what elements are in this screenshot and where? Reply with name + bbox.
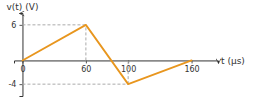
tick-mark [19,84,22,85]
plot: 0601001606-4v(t) (V)t (μs) [6,2,244,97]
tick: -4 [8,80,22,89]
y-label: v(t) (V) [6,2,38,12]
reference-line [22,84,128,85]
y-axis: 6 -4 [8,14,22,97]
tick-mark [86,60,87,63]
reference-line [85,25,86,61]
tick: 60 [81,60,91,74]
tick: 6 [11,21,22,30]
tick-label: 6 [11,21,16,30]
tick-mark [19,25,22,26]
reference-line [128,60,129,84]
tick-label: 60 [81,65,91,74]
tick-label: 100 [121,65,136,74]
x-label: t (μs) [221,56,245,66]
tick: 100 [121,60,136,74]
tick-label: -4 [8,80,16,89]
waveform [22,25,191,84]
lines [22,25,191,84]
tick-label: 160 [184,65,199,74]
chart: 0601001606-4v(t) (V)t (μs) [0,0,254,100]
reference-line [22,24,85,25]
axis-line [19,14,23,97]
